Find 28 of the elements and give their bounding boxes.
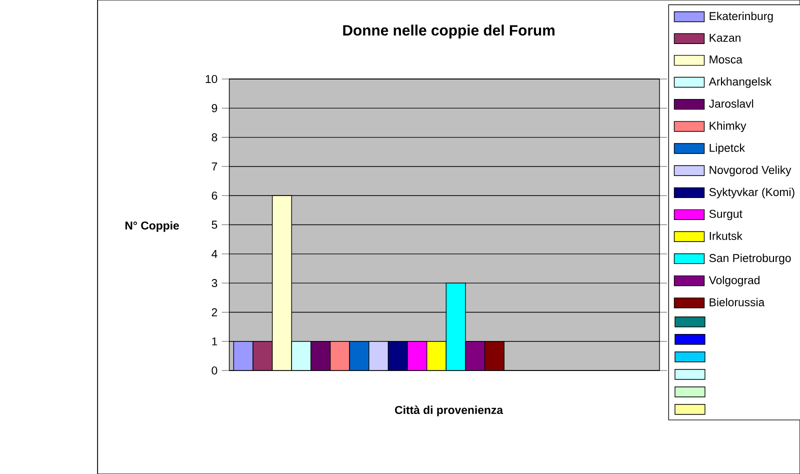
legend-label: Novgorod Veliky (710, 166, 792, 176)
legend-label: Irkutsk (710, 232, 742, 240)
y-tick-label: 4 (212, 250, 218, 258)
legend-label: Ekaterinburg (710, 12, 773, 22)
y-axis-title: N° Coppie (125, 221, 179, 232)
legend-label: Bielorussia (710, 298, 765, 306)
y-tick-label: 3 (212, 278, 218, 288)
legend-label: Arkhangelsk (708, 77, 772, 88)
legend-label: Mosca (710, 55, 742, 64)
legend-label: Jaroslavl (708, 99, 754, 108)
y-tick-label: 6 (212, 192, 218, 200)
y-tick-label: 1 (212, 337, 218, 346)
y-tick-label: 0 (212, 366, 218, 374)
legend-label: Volgograd (708, 276, 760, 286)
y-tick-label: 9 (212, 104, 218, 112)
x-axis-title: Città di provenienza (395, 405, 504, 416)
y-tick-label: 5 (212, 220, 218, 229)
y-tick-label: 10 (206, 74, 218, 83)
legend-label: Lipetck (710, 143, 745, 154)
legend-label: Surgut (709, 210, 742, 220)
y-tick-label: 7 (212, 162, 218, 170)
chart-title: Donne nelle coppie del Forum (343, 24, 554, 38)
legend-label: Kazan (710, 34, 740, 42)
legend-label: Syktyvkar (Komi) (709, 188, 794, 198)
legend-label: San Pietroburgo (709, 254, 791, 264)
y-tick-label: 2 (212, 308, 218, 316)
y-tick-label: 8 (212, 133, 218, 142)
legend-label: Khimky (710, 121, 746, 132)
